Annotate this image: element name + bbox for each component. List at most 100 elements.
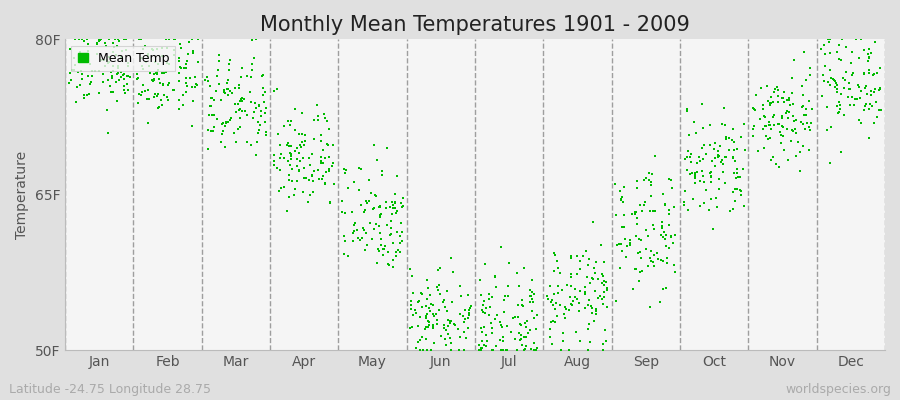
Point — [162, 36, 176, 42]
Point — [667, 204, 681, 210]
Point — [501, 283, 516, 290]
Point — [346, 179, 361, 185]
Point — [749, 92, 763, 98]
Point — [614, 241, 628, 248]
Point — [472, 347, 486, 353]
Point — [364, 236, 379, 242]
Point — [692, 178, 706, 185]
Point — [845, 93, 859, 100]
Point — [256, 91, 270, 98]
Point — [105, 89, 120, 96]
Point — [526, 290, 541, 297]
Point — [350, 226, 365, 233]
Point — [725, 155, 740, 162]
Point — [764, 157, 778, 163]
Point — [833, 91, 848, 97]
Point — [648, 208, 662, 214]
Point — [869, 114, 884, 120]
Point — [413, 290, 428, 296]
Point — [216, 128, 230, 134]
Point — [768, 86, 782, 93]
Point — [155, 44, 169, 51]
Point — [206, 124, 220, 130]
Point — [824, 36, 838, 42]
Point — [545, 318, 560, 324]
Point — [832, 99, 846, 106]
Point — [452, 347, 466, 353]
Point — [644, 258, 659, 264]
Point — [141, 87, 156, 93]
Point — [326, 160, 340, 166]
Point — [99, 43, 113, 49]
Point — [862, 135, 877, 142]
Point — [240, 111, 255, 118]
Point — [651, 256, 665, 262]
Point — [351, 187, 365, 193]
Point — [767, 122, 781, 128]
Point — [148, 58, 162, 65]
Point — [191, 36, 205, 42]
Point — [410, 322, 425, 329]
Point — [403, 324, 418, 331]
Point — [63, 70, 77, 76]
Point — [868, 86, 882, 92]
Point — [716, 156, 730, 163]
Point — [323, 198, 338, 205]
Point — [388, 191, 402, 197]
Point — [578, 305, 592, 311]
Point — [719, 154, 733, 160]
Point — [228, 101, 242, 108]
Y-axis label: Temperature: Temperature — [15, 151, 29, 239]
Point — [525, 296, 539, 302]
Point — [406, 312, 420, 318]
Point — [178, 64, 193, 71]
Point — [297, 165, 311, 171]
Point — [783, 102, 797, 108]
Point — [573, 258, 588, 265]
Point — [153, 80, 167, 86]
Point — [437, 297, 452, 304]
Point — [541, 296, 555, 302]
Point — [246, 114, 260, 121]
Point — [203, 103, 218, 109]
Point — [664, 185, 679, 191]
Point — [248, 36, 263, 42]
Point — [295, 110, 310, 116]
Point — [512, 330, 526, 337]
Point — [167, 36, 182, 42]
Point — [482, 296, 496, 302]
Point — [132, 36, 147, 42]
Point — [171, 106, 185, 112]
Point — [543, 282, 557, 289]
Point — [179, 89, 194, 96]
Point — [431, 307, 446, 314]
Point — [746, 105, 760, 111]
Point — [837, 84, 851, 91]
Point — [497, 309, 511, 315]
Point — [484, 330, 499, 336]
Point — [588, 288, 602, 294]
Point — [796, 121, 810, 127]
Point — [284, 156, 299, 162]
Point — [774, 140, 788, 146]
Point — [690, 160, 705, 167]
Point — [419, 347, 434, 353]
Point — [864, 50, 878, 56]
Point — [157, 70, 171, 76]
Point — [824, 123, 838, 130]
Text: Latitude -24.75 Longitude 28.75: Latitude -24.75 Longitude 28.75 — [9, 383, 211, 396]
Point — [653, 232, 668, 238]
Point — [314, 176, 328, 182]
Point — [457, 307, 472, 313]
Point — [356, 209, 371, 215]
Point — [632, 236, 646, 242]
Point — [320, 142, 335, 148]
Point — [618, 235, 633, 242]
Point — [456, 312, 471, 319]
Point — [369, 221, 383, 227]
Point — [734, 173, 748, 180]
Point — [482, 312, 496, 318]
Point — [599, 279, 614, 285]
Point — [707, 140, 722, 146]
Point — [463, 304, 477, 311]
